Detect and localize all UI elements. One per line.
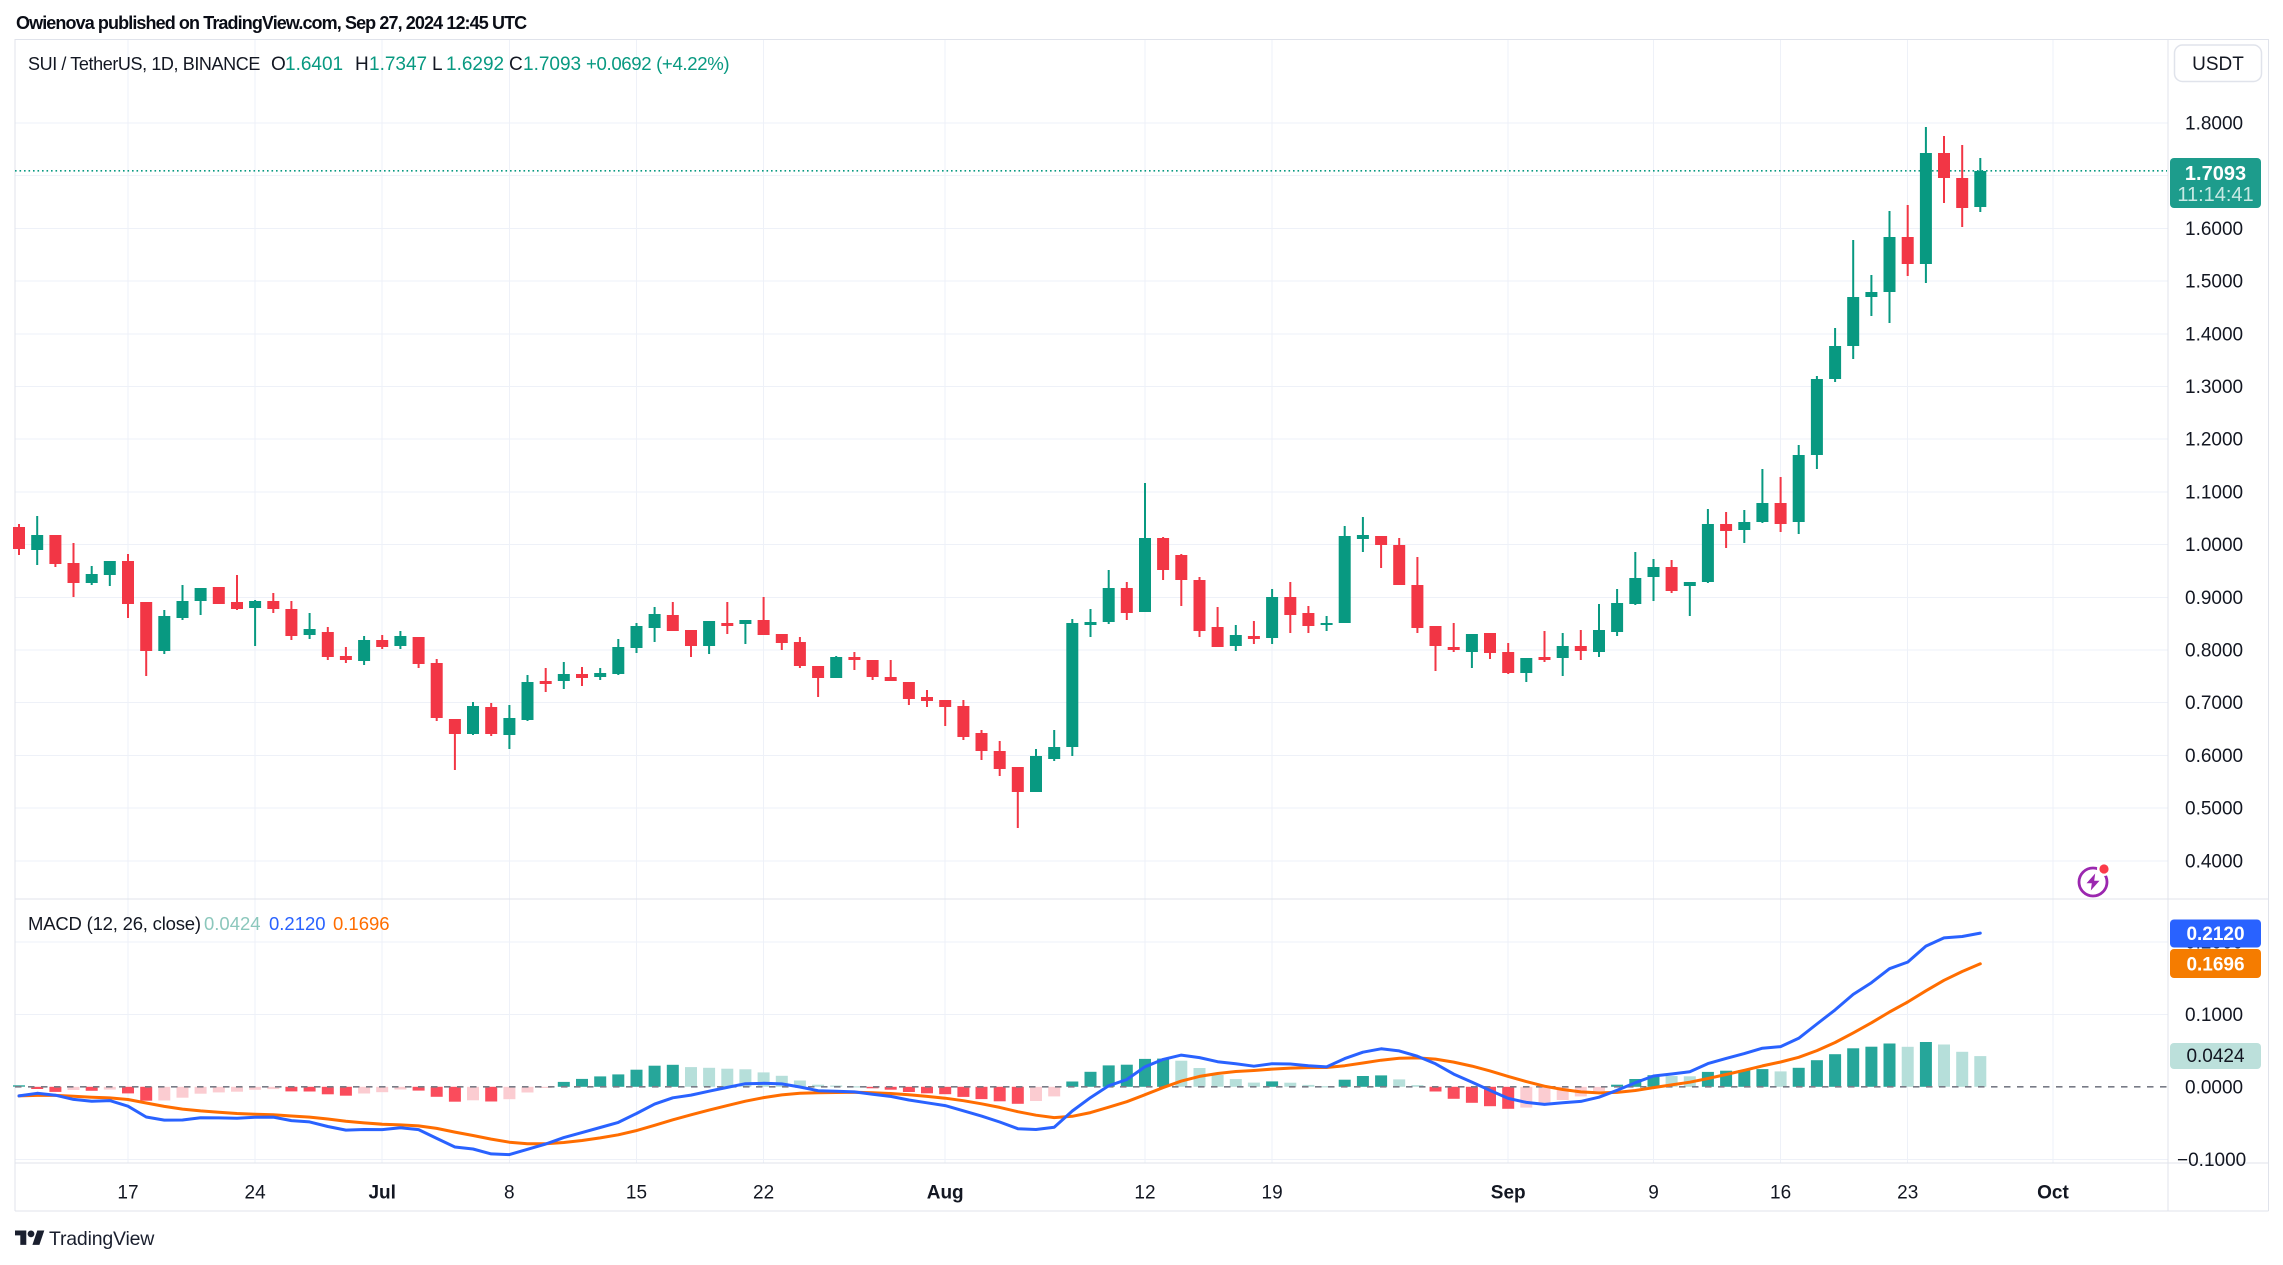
svg-text:8: 8 — [504, 1183, 515, 1204]
svg-text:1.4000: 1.4000 — [2185, 324, 2243, 345]
svg-text:0.0000: 0.0000 — [2185, 1077, 2243, 1098]
svg-text:1.7093: 1.7093 — [523, 54, 581, 75]
svg-text:USDT: USDT — [2192, 54, 2244, 75]
svg-text:+0.0692 (+4.22%): +0.0692 (+4.22%) — [586, 53, 729, 74]
svg-text:0.8000: 0.8000 — [2185, 641, 2243, 662]
svg-text:MACD (12, 26, close): MACD (12, 26, close) — [28, 913, 201, 934]
svg-text:9: 9 — [1648, 1183, 1659, 1204]
svg-text:O: O — [271, 54, 286, 75]
svg-text:0.6000: 0.6000 — [2185, 746, 2243, 767]
svg-text:Oct: Oct — [2037, 1183, 2069, 1204]
svg-text:−0.1000: −0.1000 — [2177, 1150, 2246, 1171]
svg-text:0.1696: 0.1696 — [2186, 955, 2244, 976]
svg-text:19: 19 — [1262, 1183, 1283, 1204]
svg-text:15: 15 — [626, 1183, 647, 1204]
svg-text:0.2120: 0.2120 — [269, 913, 326, 934]
svg-text:17: 17 — [117, 1183, 138, 1204]
svg-text:0.2120: 0.2120 — [2186, 924, 2244, 945]
svg-text:22: 22 — [753, 1183, 774, 1204]
svg-text:0.0424: 0.0424 — [2186, 1046, 2245, 1067]
svg-text:0.9000: 0.9000 — [2185, 588, 2243, 609]
svg-text:Jul: Jul — [368, 1183, 395, 1204]
svg-text:1.6000: 1.6000 — [2185, 219, 2243, 240]
svg-text:0.4000: 0.4000 — [2185, 851, 2243, 872]
svg-text:Sep: Sep — [1491, 1183, 1526, 1204]
svg-text:L: L — [432, 54, 443, 75]
svg-text:Aug: Aug — [927, 1183, 964, 1204]
svg-text:0.1696: 0.1696 — [333, 913, 390, 934]
svg-text:16: 16 — [1770, 1183, 1791, 1204]
svg-text:1.0000: 1.0000 — [2185, 535, 2243, 556]
svg-text:0.5000: 0.5000 — [2185, 799, 2243, 820]
svg-text:1.6401: 1.6401 — [285, 54, 343, 75]
svg-text:1.6292: 1.6292 — [446, 54, 504, 75]
svg-text:23: 23 — [1897, 1183, 1918, 1204]
svg-text:0.0424: 0.0424 — [204, 913, 261, 934]
svg-text:1.1000: 1.1000 — [2185, 482, 2243, 503]
svg-text:1.2000: 1.2000 — [2185, 430, 2243, 451]
svg-text:12: 12 — [1134, 1183, 1155, 1204]
svg-text:TradingView: TradingView — [49, 1228, 155, 1250]
svg-text:24: 24 — [245, 1183, 267, 1204]
svg-text:1.5000: 1.5000 — [2185, 272, 2243, 293]
svg-text:0.1000: 0.1000 — [2185, 1005, 2243, 1026]
svg-text:C: C — [509, 54, 523, 75]
svg-text:Owienova published on TradingV: Owienova published on TradingView.com, S… — [16, 13, 527, 33]
svg-text:1.8000: 1.8000 — [2185, 114, 2243, 135]
svg-text:1.3000: 1.3000 — [2185, 377, 2243, 398]
svg-text:0.7000: 0.7000 — [2185, 693, 2243, 714]
svg-text:H: H — [355, 54, 369, 75]
svg-text:1.7347: 1.7347 — [369, 54, 427, 75]
svg-text:11:14:41: 11:14:41 — [2177, 184, 2253, 206]
svg-text:SUI / TetherUS, 1D, BINANCE: SUI / TetherUS, 1D, BINANCE — [28, 54, 260, 74]
svg-text:1.7093: 1.7093 — [2185, 163, 2246, 185]
